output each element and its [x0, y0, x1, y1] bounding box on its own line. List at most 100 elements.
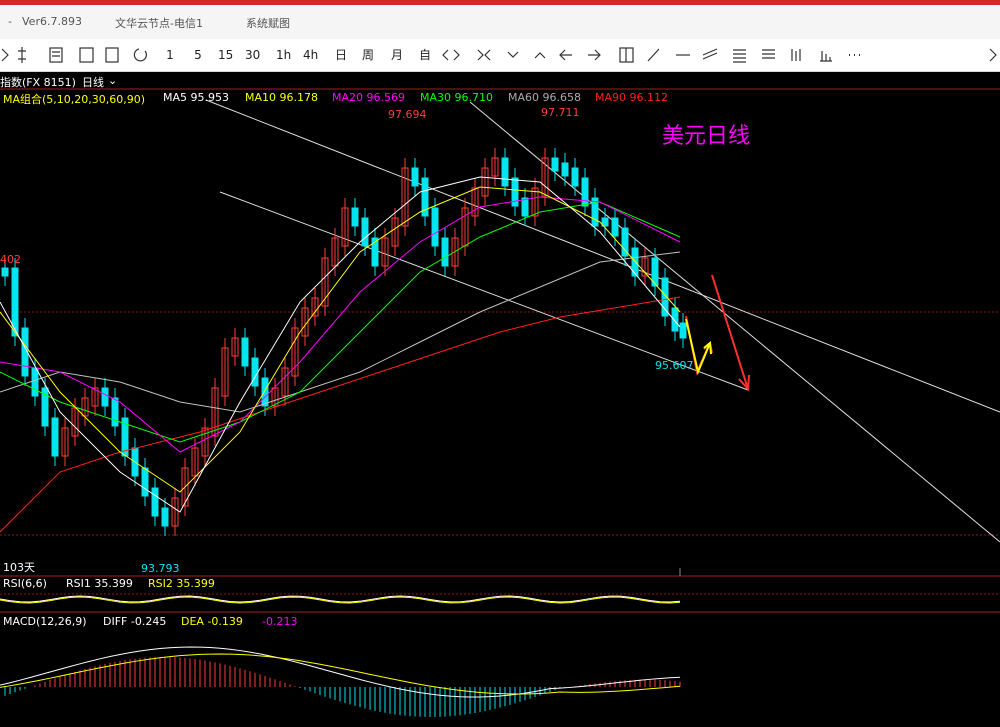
candle-body [421, 177, 429, 217]
candle-body [231, 337, 239, 357]
channel-upper-line [205, 99, 1000, 413]
candle-body [241, 337, 249, 367]
instrument-label[interactable]: 指数(FX 8151) [0, 76, 76, 89]
candle-body [211, 387, 219, 437]
candle-body [171, 497, 179, 527]
period-week-button[interactable]: 周 [361, 48, 374, 62]
candles-group [1, 148, 687, 536]
period-4h-button[interactable]: 4h [303, 48, 319, 62]
ma30-line [0, 201, 681, 443]
server-node-tab[interactable]: 文华云节点-电信1 [115, 17, 203, 30]
save-icon [105, 47, 119, 63]
candle-body [351, 207, 359, 227]
chart-type-icon [820, 51, 832, 62]
down-arrow-red [711, 274, 749, 390]
candle-body [591, 197, 599, 227]
candle-body [371, 237, 379, 267]
candle-body [191, 447, 199, 477]
ma-group-label[interactable]: MA组合(5,10,20,30,60,90) [3, 93, 146, 106]
candle-body [521, 197, 529, 217]
candle-body [321, 257, 329, 307]
period-1m-button[interactable]: 1 [166, 48, 174, 62]
chevron-down-icon[interactable]: ⌄ [108, 74, 118, 87]
rsi1-value: RSI1 35.399 [66, 577, 133, 590]
title-dash: - [8, 15, 12, 28]
candle-body [381, 237, 389, 267]
period-30m-button[interactable]: 30 [245, 48, 261, 62]
period-5m-button[interactable]: 5 [194, 48, 202, 62]
candle-body [641, 257, 649, 277]
yellow-projection-arrow [685, 318, 711, 376]
period-custom-button[interactable]: 自 [418, 48, 431, 62]
candle-body [471, 187, 479, 217]
candle-body [571, 167, 579, 187]
candle-body [31, 367, 39, 397]
left-arrow-icon [559, 49, 572, 61]
candle-body [679, 322, 687, 339]
expand-icon [989, 48, 997, 62]
candle-body [71, 407, 79, 437]
zoom-in-icon [442, 49, 460, 61]
channel-lower-line [219, 191, 749, 391]
candle-body [491, 157, 499, 177]
ma60-value: MA60 96.658 [508, 91, 581, 104]
candle-body [151, 487, 159, 517]
ma10-line [0, 186, 681, 493]
period-15m-button[interactable]: 15 [218, 48, 234, 62]
rsi1-line [0, 595, 681, 603]
candle-body [11, 267, 19, 337]
period-month-button[interactable]: 月 [390, 48, 403, 62]
period-day-button[interactable]: 日 [334, 48, 347, 62]
macd-diff-line [0, 646, 681, 698]
candle-body [611, 217, 619, 237]
candle-body [111, 397, 119, 427]
candle-body [601, 217, 609, 227]
right-arrow-icon [588, 49, 601, 61]
toolbar-icons [1, 47, 997, 63]
toolbar: 1 5 15 30 1h 4h 日 周 月 自 [0, 39, 1000, 72]
left-price-label: 402 [0, 253, 21, 266]
system-chart-tab[interactable]: 系统赋图 [246, 17, 290, 30]
chart-annotation: 美元日线 [662, 124, 751, 149]
arrow-icon [1, 48, 9, 62]
candle-body [391, 217, 399, 247]
period-1h-button[interactable]: 1h [276, 48, 292, 62]
candle-body [311, 297, 319, 317]
candle-body [221, 347, 229, 397]
candle-body [651, 257, 659, 287]
channel-upper-line-2 [469, 101, 1000, 543]
app-version: Ver6.7.893 [22, 15, 82, 28]
refresh-icon [133, 48, 147, 62]
candle-body [541, 157, 549, 197]
candle-body [61, 427, 69, 457]
rsi-label[interactable]: RSI(6,6) [3, 577, 47, 590]
candle-body [551, 157, 559, 172]
candle-body [1, 267, 9, 277]
ma60-line [0, 251, 681, 413]
crosshair-icon [18, 47, 26, 63]
candle-body [141, 467, 149, 497]
macd-dea-line [0, 653, 681, 695]
candle-body [291, 327, 299, 377]
candle-body [451, 237, 459, 267]
macd-lines-group [0, 646, 681, 698]
candle-body [121, 417, 129, 457]
candle-body [361, 217, 369, 247]
candle-body [441, 237, 449, 267]
macd-diff-value: DIFF -0.245 [103, 615, 167, 628]
chart-area[interactable]: 指数(FX 8151) 日线 ⌄ MA组合(5,10,20,30,60,90) … [0, 72, 1000, 727]
kline-chart[interactable] [0, 72, 1000, 727]
list-icon [762, 49, 775, 59]
candle-body [621, 227, 629, 257]
rsi2-value: RSI2 35.399 [148, 577, 215, 590]
candle-body [331, 237, 339, 267]
candle-body [201, 427, 209, 457]
bottom-low-label: 93.793 [141, 562, 180, 575]
bars-icon [791, 49, 801, 61]
period-label[interactable]: 日线 [82, 76, 104, 89]
candle-body [511, 177, 519, 207]
candle-body [661, 277, 669, 317]
candle-body [481, 167, 489, 197]
high-label-1: 97.694 [388, 108, 427, 121]
macd-label[interactable]: MACD(12,26,9) [3, 615, 87, 628]
